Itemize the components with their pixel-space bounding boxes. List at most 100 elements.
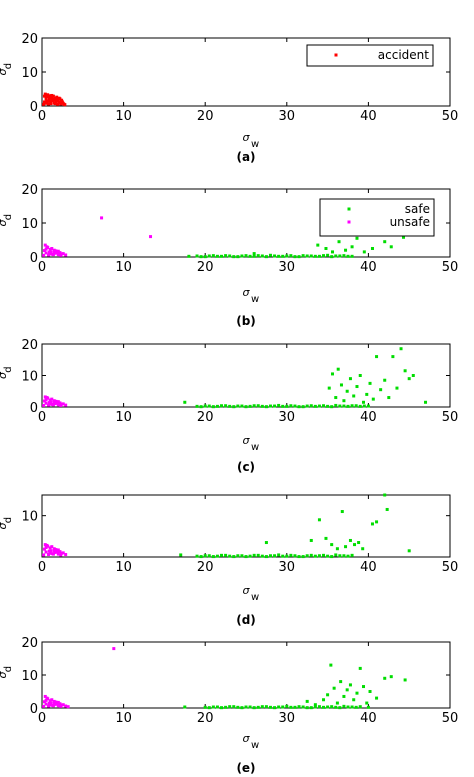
data-point: [236, 404, 240, 408]
data-point: [248, 554, 252, 558]
data-point: [50, 545, 54, 549]
data-point: [45, 396, 49, 400]
data-point: [48, 546, 52, 550]
data-point: [301, 254, 305, 258]
data-point: [48, 551, 52, 555]
data-point: [43, 543, 47, 547]
data-point: [264, 405, 268, 409]
data-point: [330, 405, 334, 409]
data-point: [228, 254, 232, 258]
data-point: [344, 248, 348, 252]
data-point: [44, 251, 48, 255]
data-point: [301, 405, 305, 409]
data-point: [350, 245, 354, 249]
data-point: [45, 99, 49, 103]
data-point: [277, 705, 281, 709]
data-point: [297, 555, 301, 559]
data-point: [362, 685, 366, 689]
data-point: [47, 549, 51, 553]
y-axis-label-subscript: d: [3, 517, 14, 523]
y-tick-label: 10: [21, 370, 38, 385]
data-point: [240, 706, 244, 710]
data-point: [56, 249, 60, 253]
data-point: [260, 554, 264, 558]
data-point: [215, 554, 219, 558]
data-point: [44, 550, 48, 554]
panel-label: (b): [236, 314, 256, 328]
data-point: [332, 686, 336, 690]
x-tick-label: 20: [197, 560, 214, 575]
y-axis-label: σ: [0, 218, 9, 226]
data-point: [56, 704, 60, 708]
data-point: [268, 554, 272, 558]
data-point: [48, 248, 52, 252]
x-tick-label: 50: [442, 711, 459, 726]
data-point: [335, 547, 339, 551]
data-point: [322, 705, 326, 709]
data-point: [334, 396, 338, 400]
data-point: [203, 255, 207, 259]
x-tick-label: 30: [279, 560, 296, 575]
data-point: [52, 399, 56, 403]
data-point: [224, 254, 228, 258]
x-tick-label: 0: [38, 260, 46, 275]
y-axis-label: σ: [0, 67, 9, 75]
data-point: [309, 538, 313, 542]
data-point: [52, 400, 56, 404]
data-point: [273, 554, 277, 558]
x-tick-label: 0: [38, 560, 46, 575]
x-tick-label: 0: [38, 410, 46, 425]
data-point: [387, 396, 391, 400]
data-point: [224, 553, 228, 557]
data-point: [42, 403, 46, 407]
data-point: [56, 253, 60, 257]
data-point: [244, 405, 248, 409]
x-axis-label: σ: [243, 584, 251, 597]
data-point: [301, 555, 305, 559]
data-point: [273, 254, 277, 258]
data-point: [330, 255, 334, 259]
data-point: [285, 254, 289, 258]
data-point: [44, 698, 48, 702]
x-axis-label-subscript: w: [251, 740, 259, 751]
data-point: [330, 250, 334, 254]
y-axis-label-subscript: d: [3, 666, 14, 672]
data-point: [330, 543, 334, 547]
data-point: [61, 551, 65, 555]
y-tick-label: 20: [21, 32, 38, 47]
data-point: [348, 377, 352, 381]
data-point: [348, 538, 352, 542]
data-point: [51, 97, 55, 101]
data-point: [313, 254, 317, 258]
data-point: [64, 553, 68, 557]
data-point: [215, 404, 219, 408]
data-point: [232, 405, 236, 409]
data-point: [354, 404, 358, 408]
data-point: [45, 696, 49, 700]
data-point: [260, 404, 264, 408]
data-point: [51, 253, 55, 257]
data-point: [53, 550, 57, 554]
series-safe: [183, 663, 407, 710]
data-point: [403, 369, 407, 373]
y-tick-label: 0: [30, 251, 38, 266]
data-point: [211, 705, 215, 709]
data-point: [51, 552, 55, 556]
data-point: [207, 404, 211, 408]
data-point: [44, 247, 48, 251]
data-point: [305, 254, 309, 258]
data-point: [215, 705, 219, 709]
y-axis-label: σ: [0, 521, 9, 529]
x-tick-label: 50: [442, 410, 459, 425]
data-point: [52, 699, 56, 703]
data-point: [236, 255, 240, 259]
data-point: [297, 255, 301, 259]
data-point: [338, 554, 342, 558]
data-point: [345, 688, 349, 692]
data-point: [366, 705, 370, 709]
data-point: [51, 94, 55, 98]
data-point: [61, 703, 65, 707]
data-point: [383, 378, 387, 382]
data-point: [112, 647, 116, 651]
y-tick-label: 0: [30, 100, 38, 115]
